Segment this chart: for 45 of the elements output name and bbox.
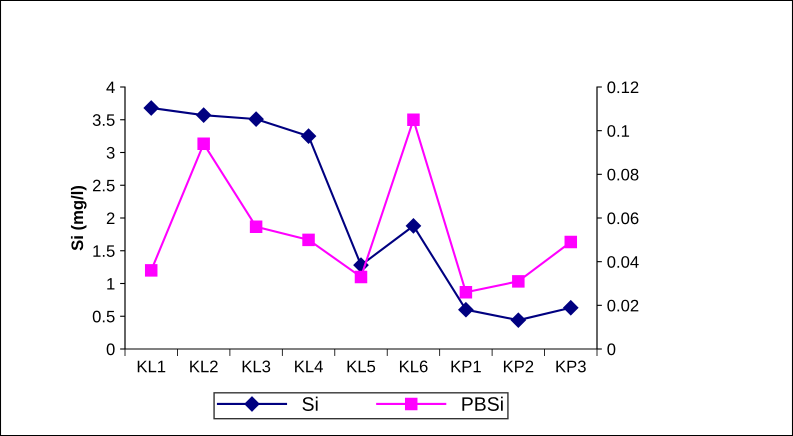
y-tick-label: 4: [106, 82, 115, 94]
legend-label: PBSi: [462, 396, 503, 411]
x-tick-label: KL4: [295, 360, 323, 372]
y-tick-label: 3.5: [92, 114, 115, 126]
point: [197, 138, 210, 150]
y2-tick-label: 0.02: [607, 300, 638, 312]
point: [563, 300, 578, 316]
y-tick-label: 0.5: [92, 310, 115, 322]
x-tick-label: KL2: [190, 360, 218, 372]
x-tick-label: KL6: [400, 360, 428, 372]
y2-tick-label: 0.08: [607, 168, 638, 181]
point: [512, 275, 525, 288]
y2-tick-label: 0.12: [607, 81, 638, 94]
y2-tick-label: 0.06: [607, 212, 638, 224]
point: [144, 264, 158, 277]
y-tick-label: 2.5: [92, 180, 115, 192]
y2-tick-label: 0.04: [607, 256, 639, 268]
x-tick-label: KP3: [556, 360, 586, 372]
point: [354, 270, 368, 284]
legend-label: Si: [302, 396, 318, 411]
point: [564, 236, 578, 248]
x-tick-label: KP2: [504, 360, 534, 372]
y2-tick-label: 0: [607, 343, 616, 356]
x-tick-label: KP1: [452, 360, 481, 372]
point: [196, 108, 212, 123]
y-tick-label: 2: [106, 212, 114, 224]
point: [300, 128, 316, 144]
y2-tick-label: 0.1: [607, 125, 630, 137]
point: [460, 286, 472, 298]
y-tick-label: 3: [106, 146, 115, 159]
y-axis-title: Si (mg/l): [70, 186, 87, 250]
point: [458, 302, 474, 318]
point: [250, 220, 262, 233]
point: [510, 312, 526, 328]
x-tick-label: KL5: [348, 360, 376, 372]
point: [302, 234, 315, 246]
point: [248, 112, 264, 127]
y-tick-label: 1: [107, 278, 114, 290]
point: [406, 218, 422, 234]
point: [407, 114, 420, 126]
x-tick-label: KL1: [138, 360, 166, 372]
y-tick-label: 0: [106, 343, 115, 356]
y-tick-label: 1.5: [93, 245, 115, 257]
x-tick-label: KL3: [242, 360, 270, 372]
point: [144, 100, 159, 116]
